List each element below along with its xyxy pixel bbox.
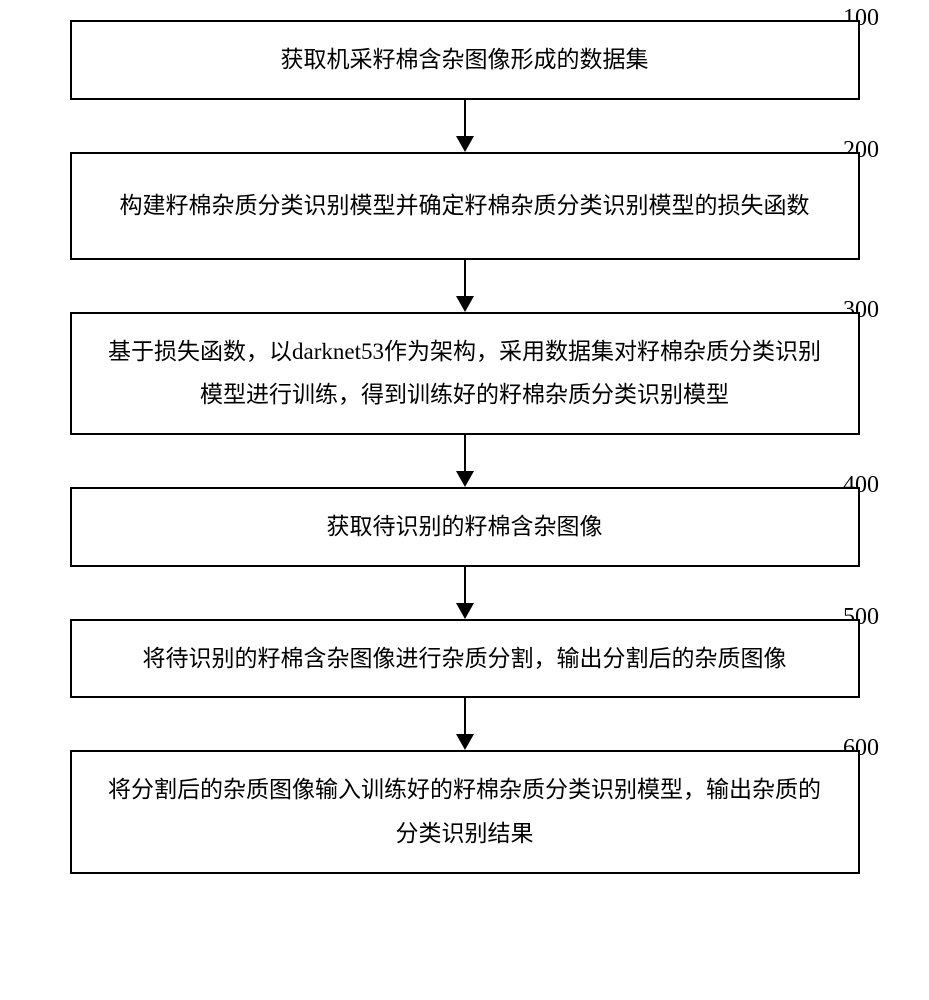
step-text-1: 获取机采籽棉含杂图像形成的数据集 bbox=[281, 38, 649, 82]
step-2-wrapper: 200 构建籽棉杂质分类识别模型并确定籽棉杂质分类识别模型的损失函数 bbox=[35, 152, 894, 260]
arrow-2-3 bbox=[456, 260, 474, 312]
step-text-6: 将分割后的杂质图像输入训练好的籽棉杂质分类识别模型，输出杂质的分类识别结果 bbox=[102, 768, 828, 855]
step-3-wrapper: 300 基于损失函数，以darknet53作为架构，采用数据集对籽棉杂质分类识别… bbox=[35, 312, 894, 435]
step-box-5: 将待识别的籽棉含杂图像进行杂质分割，输出分割后的杂质图像 bbox=[70, 619, 860, 699]
step-box-3: 基于损失函数，以darknet53作为架构，采用数据集对籽棉杂质分类识别模型进行… bbox=[70, 312, 860, 435]
arrow-5-6 bbox=[456, 698, 474, 750]
step-6-wrapper: 600 将分割后的杂质图像输入训练好的籽棉杂质分类识别模型，输出杂质的分类识别结… bbox=[35, 750, 894, 873]
step-text-4: 获取待识别的籽棉含杂图像 bbox=[327, 505, 603, 549]
step-box-4: 获取待识别的籽棉含杂图像 bbox=[70, 487, 860, 567]
step-1-wrapper: 100 获取机采籽棉含杂图像形成的数据集 bbox=[35, 20, 894, 100]
step-4-wrapper: 400 获取待识别的籽棉含杂图像 bbox=[35, 487, 894, 567]
step-box-1: 获取机采籽棉含杂图像形成的数据集 bbox=[70, 20, 860, 100]
arrow-1-2 bbox=[456, 100, 474, 152]
step-5-wrapper: 500 将待识别的籽棉含杂图像进行杂质分割，输出分割后的杂质图像 bbox=[35, 619, 894, 699]
step-text-2: 构建籽棉杂质分类识别模型并确定籽棉杂质分类识别模型的损失函数 bbox=[120, 184, 810, 228]
step-text-5: 将待识别的籽棉含杂图像进行杂质分割，输出分割后的杂质图像 bbox=[143, 637, 787, 681]
flowchart-container: 100 获取机采籽棉含杂图像形成的数据集 200 构建籽棉杂质分类识别模型并确定… bbox=[35, 20, 894, 874]
step-text-3: 基于损失函数，以darknet53作为架构，采用数据集对籽棉杂质分类识别模型进行… bbox=[102, 330, 828, 417]
arrow-3-4 bbox=[456, 435, 474, 487]
step-box-6: 将分割后的杂质图像输入训练好的籽棉杂质分类识别模型，输出杂质的分类识别结果 bbox=[70, 750, 860, 873]
arrow-4-5 bbox=[456, 567, 474, 619]
step-box-2: 构建籽棉杂质分类识别模型并确定籽棉杂质分类识别模型的损失函数 bbox=[70, 152, 860, 260]
